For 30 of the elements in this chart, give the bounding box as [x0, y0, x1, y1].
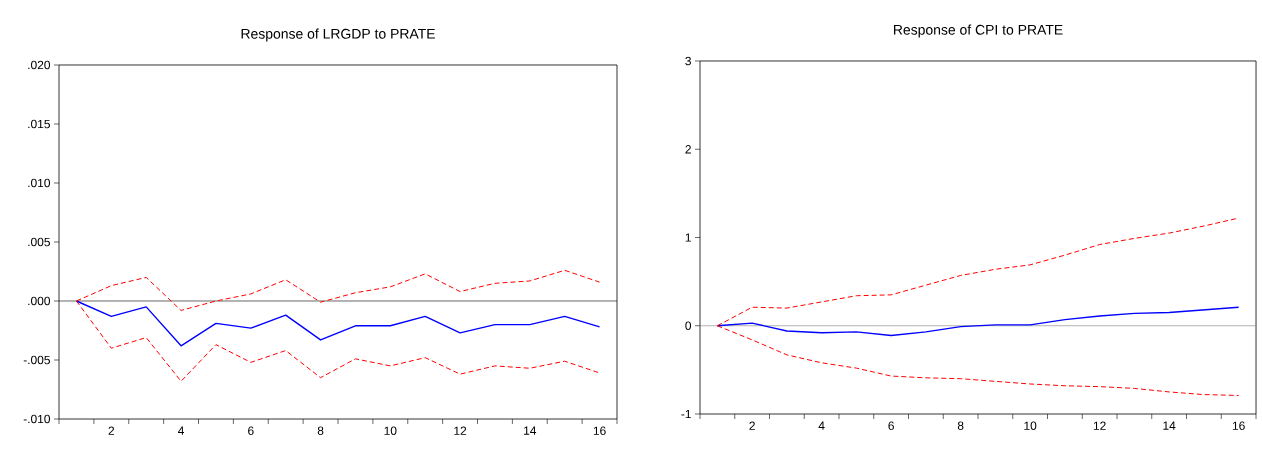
x-tick-label: 16 — [593, 426, 606, 435]
y-tick-label: -.005 — [23, 355, 50, 365]
x-tick-label: 10 — [384, 426, 397, 435]
y-tick-label: 3 — [685, 56, 691, 66]
x-tick-label: 6 — [888, 421, 894, 430]
y-tick-label: .005 — [28, 237, 50, 247]
x-tick-label: 10 — [1024, 421, 1037, 430]
x-tick-label: 4 — [178, 426, 185, 435]
x-tick-label: 16 — [1232, 421, 1245, 430]
y-tick-label: 1 — [685, 233, 691, 242]
y-tick-label: -1 — [681, 409, 691, 419]
x-tick-label: 6 — [248, 426, 254, 435]
y-tick-label: 0 — [685, 321, 692, 330]
x-tick-label: 2 — [749, 421, 755, 430]
y-tick-label: .000 — [28, 296, 51, 306]
x-tick-label: 8 — [317, 426, 324, 435]
x-tick-label: 12 — [1093, 421, 1106, 430]
x-tick-label: 14 — [524, 426, 537, 435]
y-tick-label: 2 — [685, 145, 691, 154]
x-tick-label: 2 — [108, 426, 115, 435]
chart-title: Response of LRGDP to PRATE — [241, 28, 435, 42]
x-tick-label: 14 — [1163, 421, 1176, 430]
y-tick-label: .015 — [28, 119, 50, 129]
y-tick-label: .020 — [28, 60, 51, 70]
x-tick-label: 4 — [818, 421, 825, 430]
chart-title: Response of CPI to PRATE — [894, 24, 1063, 38]
x-tick-label: 8 — [957, 421, 964, 430]
x-tick-label: 12 — [454, 426, 467, 435]
y-tick-label: -.010 — [23, 414, 51, 424]
y-tick-label: .010 — [28, 178, 51, 188]
